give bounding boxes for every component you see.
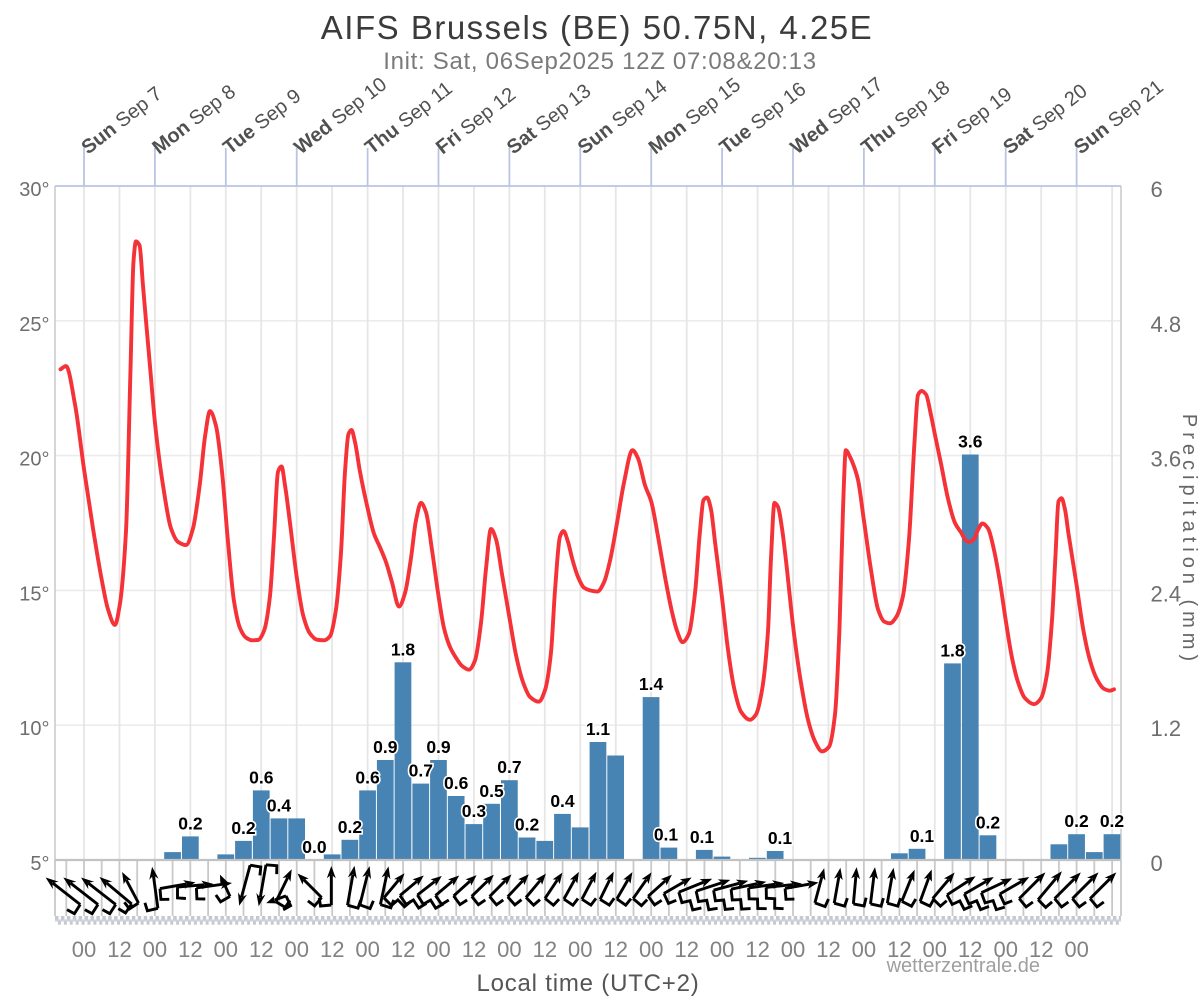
- svg-text:00: 00: [993, 937, 1017, 962]
- svg-text:0.1: 0.1: [654, 825, 679, 845]
- svg-text:0.2: 0.2: [515, 815, 540, 835]
- svg-text:0.7: 0.7: [497, 757, 521, 777]
- svg-text:00: 00: [568, 937, 592, 962]
- svg-text:00: 00: [852, 937, 876, 962]
- svg-text:12: 12: [958, 937, 982, 962]
- svg-text:12: 12: [604, 937, 628, 962]
- svg-text:Precipitation (mm): Precipitation (mm): [1178, 414, 1200, 666]
- svg-text:00: 00: [497, 937, 521, 962]
- svg-text:0.2: 0.2: [1100, 811, 1125, 831]
- svg-text:15°: 15°: [19, 583, 49, 605]
- svg-text:12: 12: [533, 937, 557, 962]
- svg-text:5°: 5°: [30, 853, 49, 875]
- svg-text:12: 12: [107, 937, 131, 962]
- svg-text:0.6: 0.6: [355, 767, 380, 787]
- svg-text:3.6: 3.6: [958, 432, 983, 452]
- svg-text:0.9: 0.9: [426, 737, 451, 757]
- svg-text:0.4: 0.4: [267, 795, 292, 815]
- svg-text:0.1: 0.1: [768, 828, 793, 848]
- svg-text:20°: 20°: [19, 449, 49, 471]
- svg-text:12: 12: [1029, 937, 1053, 962]
- svg-text:10°: 10°: [19, 718, 49, 740]
- svg-text:0.5: 0.5: [479, 781, 504, 801]
- svg-text:00: 00: [214, 937, 238, 962]
- svg-text:6: 6: [1151, 177, 1163, 202]
- svg-text:0.2: 0.2: [231, 818, 256, 838]
- svg-text:00: 00: [284, 937, 308, 962]
- svg-text:00: 00: [426, 937, 450, 962]
- svg-text:1.1: 1.1: [586, 719, 611, 739]
- svg-text:12: 12: [320, 937, 344, 962]
- svg-text:12: 12: [745, 937, 769, 962]
- svg-text:12: 12: [462, 937, 486, 962]
- svg-text:0.0: 0.0: [302, 837, 327, 857]
- svg-text:00: 00: [1064, 937, 1088, 962]
- svg-text:12: 12: [674, 937, 698, 962]
- svg-text:1.4: 1.4: [639, 674, 664, 694]
- svg-text:12: 12: [887, 937, 911, 962]
- svg-text:30°: 30°: [19, 179, 49, 201]
- svg-text:0.7: 0.7: [409, 761, 433, 781]
- svg-text:0.2: 0.2: [976, 812, 1001, 832]
- svg-text:1.8: 1.8: [940, 640, 965, 660]
- svg-text:1.2: 1.2: [1151, 716, 1182, 741]
- svg-text:0.9: 0.9: [373, 737, 398, 757]
- svg-text:00: 00: [355, 937, 379, 962]
- svg-text:0.4: 0.4: [550, 791, 575, 811]
- svg-text:25°: 25°: [19, 314, 49, 336]
- svg-text:0.6: 0.6: [249, 767, 274, 787]
- svg-text:12: 12: [816, 937, 840, 962]
- svg-text:2.4: 2.4: [1151, 581, 1182, 606]
- svg-text:0.1: 0.1: [690, 827, 715, 847]
- svg-text:wetterzentrale.de: wetterzentrale.de: [886, 955, 1040, 977]
- svg-text:00: 00: [781, 937, 805, 962]
- svg-text:1.8: 1.8: [391, 639, 416, 659]
- svg-text:AIFS Brussels (BE) 50.75N, 4.2: AIFS Brussels (BE) 50.75N, 4.25E: [321, 9, 873, 46]
- svg-text:3.6: 3.6: [1151, 447, 1182, 472]
- svg-text:00: 00: [143, 937, 167, 962]
- svg-text:0: 0: [1151, 851, 1163, 876]
- svg-text:00: 00: [72, 937, 96, 962]
- svg-text:0.2: 0.2: [338, 817, 363, 837]
- svg-text:0.2: 0.2: [178, 813, 203, 833]
- svg-text:0.6: 0.6: [444, 773, 469, 793]
- svg-text:00: 00: [639, 937, 663, 962]
- svg-text:0.2: 0.2: [1064, 811, 1089, 831]
- svg-text:0.1: 0.1: [910, 826, 935, 846]
- svg-text:12: 12: [178, 937, 202, 962]
- svg-text:0.3: 0.3: [462, 801, 487, 821]
- svg-text:12: 12: [249, 937, 273, 962]
- svg-text:Local time (UTC+2): Local time (UTC+2): [476, 970, 699, 997]
- svg-text:00: 00: [923, 937, 947, 962]
- svg-text:Init: Sat, 06Sep2025 12Z 07:08: Init: Sat, 06Sep2025 12Z 07:08&20:13: [383, 48, 817, 75]
- svg-text:12: 12: [391, 937, 415, 962]
- svg-text:4.8: 4.8: [1151, 312, 1182, 337]
- svg-text:00: 00: [710, 937, 734, 962]
